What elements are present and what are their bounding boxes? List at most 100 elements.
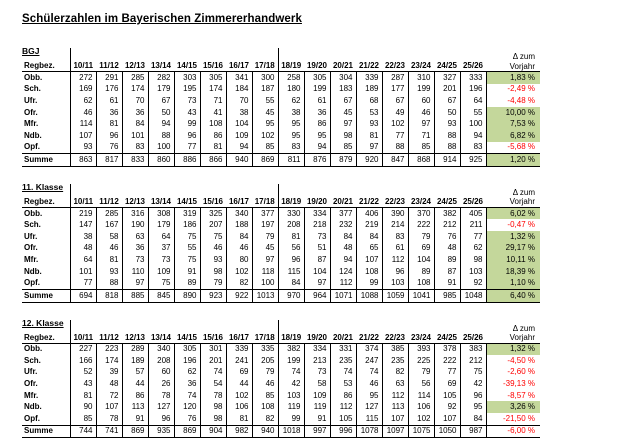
value-cell: 108 xyxy=(200,118,226,130)
value-cell: 107 xyxy=(356,254,382,266)
value-cell: 96 xyxy=(460,390,486,402)
delta-cell: 6,02 % xyxy=(486,207,540,219)
value-cell: 304 xyxy=(330,72,356,84)
delta-header-line1: Δ zum xyxy=(486,52,535,62)
value-cell: 36 xyxy=(122,243,148,255)
value-cell: 42 xyxy=(278,378,304,390)
value-cell: 119 xyxy=(278,401,304,413)
value-cell: 218 xyxy=(304,219,330,231)
value-cell: 81 xyxy=(96,118,122,130)
region-label-cell: Ndb. xyxy=(22,130,70,142)
value-cell: 179 xyxy=(148,84,174,96)
year-header-cell: 15/16 xyxy=(200,184,226,208)
value-cell: 98 xyxy=(200,266,226,278)
value-cell: 36 xyxy=(174,378,200,390)
value-cell: 44 xyxy=(122,378,148,390)
value-cell: 103 xyxy=(278,390,304,402)
value-cell: 106 xyxy=(226,401,252,413)
value-cell: 405 xyxy=(460,207,486,219)
value-cell: 308 xyxy=(148,207,174,219)
value-cell: 205 xyxy=(252,355,278,367)
value-cell: 78 xyxy=(200,390,226,402)
value-cell: 76 xyxy=(434,231,460,243)
value-cell: 53 xyxy=(356,107,382,119)
year-header-cell: 24/25 xyxy=(434,320,460,344)
value-cell: 52 xyxy=(70,367,96,379)
value-cell: 1071 xyxy=(330,289,356,302)
year-header-cell: 15/16 xyxy=(200,320,226,344)
value-cell: 81 xyxy=(278,231,304,243)
delta-cell: -2,49 % xyxy=(486,84,540,96)
value-cell: 184 xyxy=(226,84,252,96)
region-label-cell: Ufr. xyxy=(22,231,70,243)
value-cell: 118 xyxy=(252,266,278,278)
value-cell: 102 xyxy=(226,390,252,402)
delta-header-line2: Vorjahr xyxy=(486,333,535,343)
value-cell: 341 xyxy=(226,72,252,84)
value-cell: 79 xyxy=(408,231,434,243)
value-cell: 114 xyxy=(408,390,434,402)
value-cell: 70 xyxy=(226,95,252,107)
value-cell: 48 xyxy=(70,243,96,255)
value-cell: 71 xyxy=(200,95,226,107)
value-cell: 169 xyxy=(70,84,96,96)
value-cell: 166 xyxy=(70,355,96,367)
value-cell: 982 xyxy=(226,425,252,438)
year-header-cell: 14/15 xyxy=(174,320,200,344)
delta-cell: 1,10 % xyxy=(486,277,540,289)
value-cell: 1075 xyxy=(408,425,434,438)
value-cell: 94 xyxy=(460,130,486,142)
value-cell: 55 xyxy=(460,107,486,119)
value-cell: 103 xyxy=(382,277,408,289)
value-cell: 1088 xyxy=(356,289,382,302)
value-cell: 1048 xyxy=(460,289,486,302)
value-cell: 869 xyxy=(174,425,200,438)
value-cell: 53 xyxy=(330,378,356,390)
value-cell: 197 xyxy=(252,219,278,231)
year-header-cell: 22/23 xyxy=(382,48,408,72)
value-cell: 82 xyxy=(382,367,408,379)
value-cell: 201 xyxy=(200,355,226,367)
delta-header-line2: Vorjahr xyxy=(486,62,535,72)
value-cell: 89 xyxy=(434,254,460,266)
region-label-cell: Sch. xyxy=(22,84,70,96)
value-cell: 43 xyxy=(70,378,96,390)
value-cell: 71 xyxy=(408,130,434,142)
value-cell: 102 xyxy=(382,118,408,130)
year-header-cell: 24/25 xyxy=(434,48,460,72)
value-cell: 26 xyxy=(148,378,174,390)
value-cell: 104 xyxy=(304,266,330,278)
value-cell: 327 xyxy=(434,72,460,84)
value-cell: 84 xyxy=(122,118,148,130)
delta-cell: -4,50 % xyxy=(486,355,540,367)
value-cell: 77 xyxy=(174,142,200,154)
value-cell: 211 xyxy=(460,219,486,231)
value-cell: 241 xyxy=(226,355,252,367)
value-cell: 817 xyxy=(96,154,122,167)
delta-header-line1: Δ zum xyxy=(486,188,535,198)
value-cell: 48 xyxy=(96,378,122,390)
value-cell: 85 xyxy=(252,142,278,154)
value-cell: 48 xyxy=(330,243,356,255)
value-cell: 56 xyxy=(408,378,434,390)
year-header-cell: 23/24 xyxy=(408,184,434,208)
year-header-cell: 13/14 xyxy=(148,48,174,72)
year-header-cell: 16/17 xyxy=(226,48,252,72)
value-cell: 88 xyxy=(382,142,408,154)
delta-cell: -8,57 % xyxy=(486,390,540,402)
value-cell: 55 xyxy=(174,243,200,255)
value-cell: 69 xyxy=(434,378,460,390)
value-cell: 95 xyxy=(252,118,278,130)
value-cell: 92 xyxy=(460,277,486,289)
value-cell: 100 xyxy=(148,142,174,154)
value-cell: 330 xyxy=(278,207,304,219)
value-cell: 95 xyxy=(460,401,486,413)
value-cell: 85 xyxy=(330,142,356,154)
